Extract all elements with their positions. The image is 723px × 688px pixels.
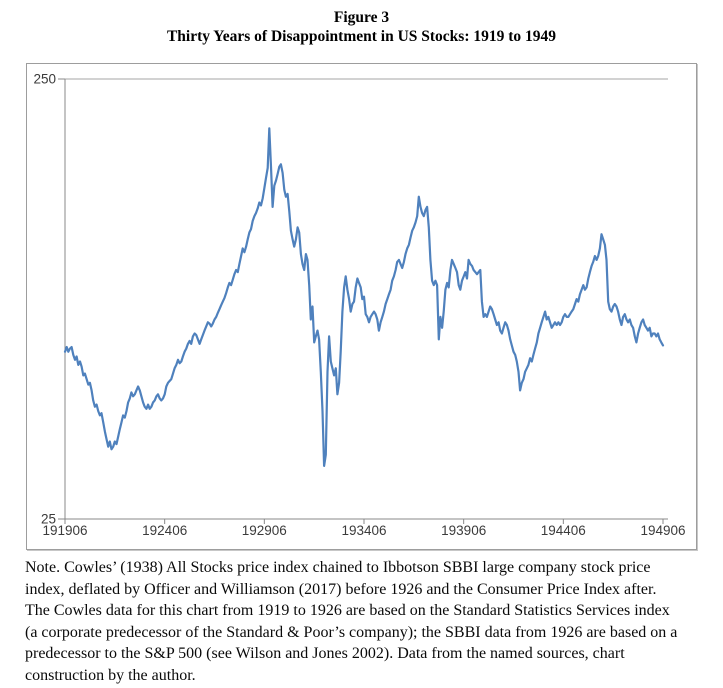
stock-line-chart: 25 250 191906 192406 192906 193406 193906 1944… [33, 72, 685, 539]
x-tick-label: 191906 [42, 523, 87, 538]
x-tick-label: 194406 [541, 523, 586, 538]
figure-title-block: Figure 3 Thirty Years of Disappointment … [0, 9, 723, 46]
y-tick-marks [58, 78, 65, 520]
y-tick-labels: 25 250 [33, 72, 56, 527]
x-tick-labels: 191906 192406 192906 193406 193906 194406 1949… [42, 523, 685, 538]
figure-label: Figure 3 [333, 9, 390, 26]
figure-note: Note. Cowles’ (1938) All Stocks price in… [25, 559, 678, 684]
y-tick-label: 250 [33, 72, 56, 87]
x-tick-label: 193406 [341, 523, 386, 538]
y-tick-label: 25 [41, 512, 56, 527]
figure-title: Thirty Years of Disappointment in US Sto… [166, 27, 557, 45]
x-tick-label: 192406 [142, 523, 187, 538]
price-series-line [63, 127, 665, 467]
x-tick-label: 194906 [640, 523, 685, 538]
x-tick-label: 193906 [441, 523, 486, 538]
chart-frame: 25 250 191906 192406 192906 193406 193906 1944… [26, 63, 697, 550]
x-tick-marks [64, 519, 664, 524]
x-tick-label: 192906 [242, 523, 287, 538]
